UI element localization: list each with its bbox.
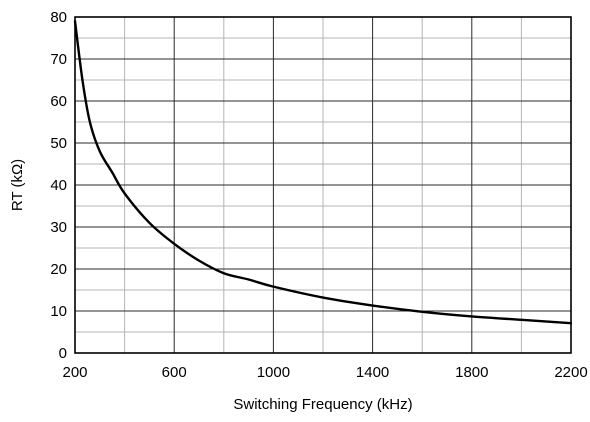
x-tick-label: 200 — [62, 364, 87, 381]
y-tick-label: 40 — [50, 177, 67, 194]
series-layer — [73, 20, 573, 325]
x-tick-label: 1800 — [455, 364, 488, 381]
plot-frame — [74, 16, 572, 354]
y-tick-label: 20 — [50, 261, 67, 278]
x-tick-label: 1000 — [257, 364, 290, 381]
x-tick-label: 2200 — [554, 364, 587, 381]
x-axis-label: Switching Frequency (kHz) — [233, 396, 412, 413]
y-tick-label: 70 — [50, 51, 67, 68]
grid-major — [75, 17, 571, 353]
y-tick-label: 30 — [50, 219, 67, 236]
y-tick-labels: 0 10 20 30 40 50 60 70 80 — [50, 9, 67, 362]
y-tick-label: 10 — [50, 303, 67, 320]
rt-series-line — [73, 20, 573, 325]
y-tick-label: 0 — [59, 345, 67, 362]
y-tick-label: 80 — [50, 9, 67, 26]
x-tick-label: 1400 — [356, 364, 389, 381]
y-tick-label: 50 — [50, 135, 67, 152]
x-tick-label: 600 — [162, 364, 187, 381]
y-tick-label: 60 — [50, 93, 67, 110]
y-axis-label: RT (kΩ) — [9, 159, 26, 211]
x-tick-labels: 200 600 1000 1400 1800 2200 — [62, 364, 587, 381]
